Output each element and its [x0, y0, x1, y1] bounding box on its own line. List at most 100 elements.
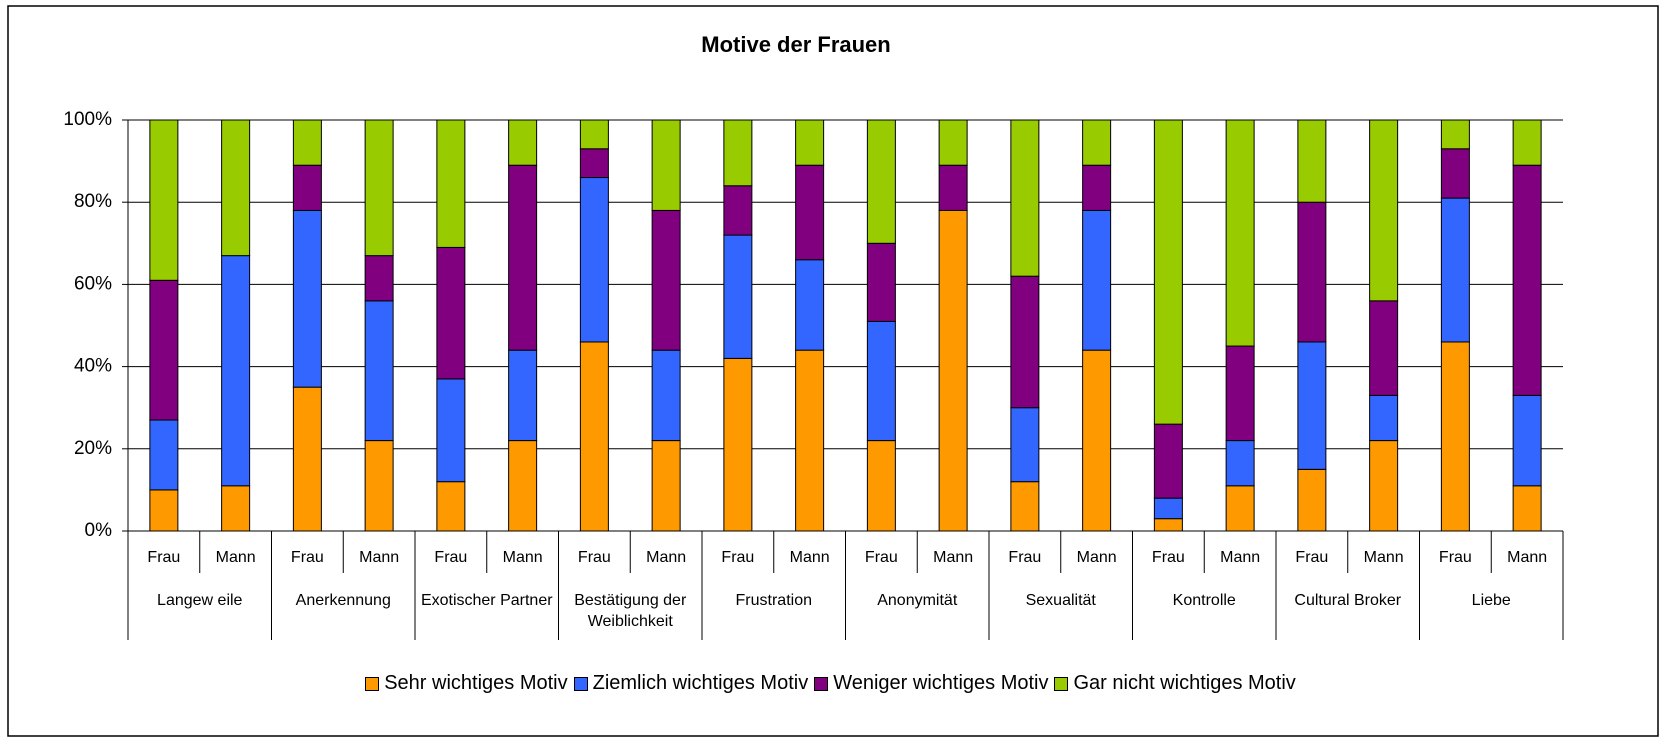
x-tick-label: Mann — [1077, 549, 1117, 566]
x-tick-label: Frau — [434, 549, 467, 566]
bar-segment — [508, 349, 538, 442]
bar-segment — [364, 440, 394, 532]
bar-segment — [1153, 423, 1183, 499]
bar-segment — [1369, 300, 1399, 396]
bar-segment — [866, 440, 896, 532]
x-tick-label: Mann — [790, 549, 830, 566]
bar-segment — [795, 119, 825, 166]
bar-segment — [723, 234, 753, 359]
bar-segment — [292, 119, 322, 166]
x-tick-label: Frau — [1152, 549, 1185, 566]
bar-segment — [723, 185, 753, 236]
x-tick-label: Frau — [721, 549, 754, 566]
y-tick-label: 100% — [63, 109, 112, 130]
legend-label: Sehr wichtiges Motiv — [384, 672, 568, 694]
x-tick-label: Frau — [1295, 549, 1328, 566]
bar-segment — [436, 378, 466, 483]
x-tick-label: Mann — [1364, 549, 1404, 566]
bar-segment — [1297, 341, 1327, 470]
group-label: Anerkennung — [295, 592, 391, 609]
bar-segment — [579, 148, 609, 179]
x-tick-label: Mann — [216, 549, 256, 566]
bar-segment — [436, 119, 466, 248]
legend-swatch — [573, 676, 588, 691]
bar-segment — [938, 209, 968, 532]
x-tick-label: Frau — [1439, 549, 1472, 566]
bar-segment — [1369, 394, 1399, 442]
bar-segment — [795, 259, 825, 351]
bar-segment — [1440, 341, 1470, 532]
bar-segment — [938, 119, 968, 166]
x-tick-label: Mann — [933, 549, 973, 566]
x-tick-label: Frau — [291, 549, 324, 566]
bar-segment — [1440, 148, 1470, 199]
legend-swatch — [814, 676, 829, 691]
bar-segment — [1082, 164, 1112, 211]
chart-title: Motive der Frauen — [701, 32, 890, 57]
bar-segment — [579, 341, 609, 532]
y-tick-label: 80% — [74, 191, 112, 212]
bar-segment — [795, 349, 825, 532]
legend-label: Gar nicht wichtiges Motiv — [1073, 672, 1296, 694]
bar-segment — [364, 255, 394, 302]
bar-segment — [292, 386, 322, 532]
group-label: Exotischer Partner — [420, 592, 553, 609]
bar-segment — [1512, 119, 1542, 166]
bar-segment — [866, 242, 896, 322]
bar-segment — [651, 440, 681, 532]
bar-segment — [1225, 119, 1255, 347]
bar-segment — [221, 255, 251, 487]
bar-segment — [149, 419, 179, 491]
bar-segment — [1225, 440, 1255, 487]
bar-segment — [149, 489, 179, 532]
bar-segment — [1297, 119, 1327, 203]
bar-segment — [149, 279, 179, 421]
legend-swatch — [1054, 676, 1069, 691]
bar-segment — [1082, 209, 1112, 351]
group-label: Sexualität — [1025, 592, 1096, 609]
legend-label: Ziemlich wichtiges Motiv — [592, 672, 809, 694]
group-label: Anonymität — [877, 592, 958, 609]
x-tick-label: Frau — [865, 549, 898, 566]
bar-segment — [1010, 275, 1040, 409]
bar-segment — [149, 119, 179, 281]
bar-segment — [723, 119, 753, 187]
bar-segment — [1297, 468, 1327, 532]
bar-segment — [436, 481, 466, 532]
bar-segment — [866, 320, 896, 442]
bar-segment — [1369, 440, 1399, 532]
bar-segment — [1440, 119, 1470, 150]
legend-label: Weniger wichtiges Motiv — [833, 672, 1049, 694]
y-tick-label: 40% — [74, 356, 112, 377]
bar-segment — [723, 357, 753, 532]
bar-segment — [1297, 201, 1327, 343]
bar-segment — [221, 485, 251, 532]
bar-segment — [221, 119, 251, 257]
bar-segment — [866, 119, 896, 244]
bar-segment — [364, 300, 394, 442]
bar-segment — [1010, 119, 1040, 277]
y-tick-label: 0% — [85, 520, 113, 541]
bar-segment — [651, 119, 681, 211]
group-label: Cultural Broker — [1294, 592, 1402, 609]
bar-segment — [292, 164, 322, 211]
bar-segment — [651, 349, 681, 442]
x-tick-label: Mann — [1507, 549, 1547, 566]
legend-item: Sehr wichtiges Motiv — [365, 672, 568, 695]
bar-segment — [579, 177, 609, 343]
bar-segment — [1512, 485, 1542, 532]
bar-segment — [1512, 394, 1542, 487]
legend: Sehr wichtiges Motiv Ziemlich wichtiges M… — [0, 672, 1661, 695]
group-label: Liebe — [1471, 592, 1511, 609]
x-tick-label: Mann — [646, 549, 686, 566]
bar-segment — [651, 209, 681, 351]
bar-segment — [938, 164, 968, 211]
bar-segment — [1153, 497, 1183, 520]
group-label: Langew eile — [157, 592, 243, 609]
bar-segment — [1440, 197, 1470, 343]
bar-segment — [508, 164, 538, 351]
legend-item: Ziemlich wichtiges Motiv — [573, 672, 809, 695]
bar-segment — [1153, 119, 1183, 425]
